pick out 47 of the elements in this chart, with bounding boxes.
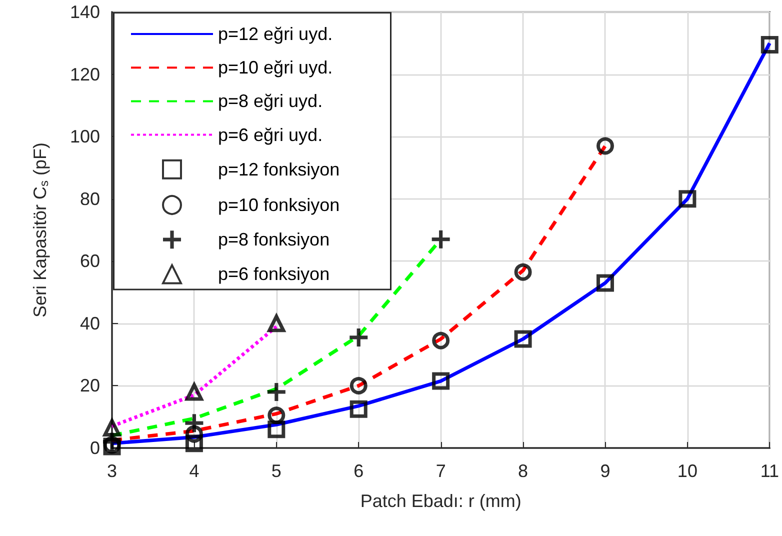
point bbox=[760, 36, 778, 54]
x-tick-label: 9 bbox=[600, 461, 610, 481]
legend-label: p=6 fonksiyon bbox=[218, 264, 330, 284]
y-tick-label: 120 bbox=[70, 64, 100, 84]
point bbox=[350, 376, 368, 394]
point bbox=[432, 332, 450, 350]
point bbox=[268, 406, 286, 424]
y-tick-label: 100 bbox=[70, 126, 100, 147]
y-tick-label: 40 bbox=[80, 313, 100, 334]
point bbox=[185, 425, 203, 443]
x-tick-label: 11 bbox=[760, 461, 779, 481]
x-tick-label: 10 bbox=[677, 461, 698, 481]
y-tick-label: 20 bbox=[80, 376, 100, 396]
point bbox=[185, 383, 203, 401]
legend-label: p=12 fonksiyon bbox=[218, 159, 340, 180]
point bbox=[350, 400, 368, 418]
y-tick-label: 0 bbox=[90, 438, 100, 458]
legend-label: p=10 eğri uyd. bbox=[218, 58, 333, 78]
x-tick-label: 8 bbox=[518, 461, 528, 481]
point bbox=[268, 420, 286, 438]
point bbox=[350, 328, 368, 346]
point bbox=[268, 314, 286, 332]
x-tick-label: 3 bbox=[106, 461, 118, 481]
point bbox=[596, 274, 614, 292]
point bbox=[678, 190, 696, 208]
y-axis-title: Seri Kapasitör Cs (pF) bbox=[30, 142, 51, 318]
x-axis-title: Patch Ebadı: r (mm) bbox=[360, 491, 522, 511]
y-tick-label: 60 bbox=[80, 251, 100, 272]
y-tick-label: 80 bbox=[80, 188, 100, 209]
point bbox=[432, 230, 450, 248]
x-tick-label: 5 bbox=[271, 461, 282, 481]
legend-label: p=8 fonksiyon bbox=[218, 230, 330, 250]
legend-label: p=8 eğri uyd. bbox=[218, 91, 323, 112]
x-tick-label: 4 bbox=[189, 461, 200, 481]
point bbox=[514, 263, 532, 281]
point bbox=[514, 330, 532, 348]
point bbox=[596, 137, 614, 155]
x-tick-label: 7 bbox=[436, 461, 446, 481]
point bbox=[185, 414, 204, 432]
legend-label: p=6 eğri uyd. bbox=[218, 124, 323, 145]
legend-label: p=10 fonksiyon bbox=[218, 195, 340, 215]
y-tick-label: 140 bbox=[70, 2, 100, 22]
point bbox=[185, 434, 203, 452]
point bbox=[267, 382, 286, 401]
x-tick-label: 6 bbox=[354, 461, 364, 481]
legend-label: p=12 eğri uyd. bbox=[218, 24, 333, 44]
point bbox=[432, 372, 450, 390]
